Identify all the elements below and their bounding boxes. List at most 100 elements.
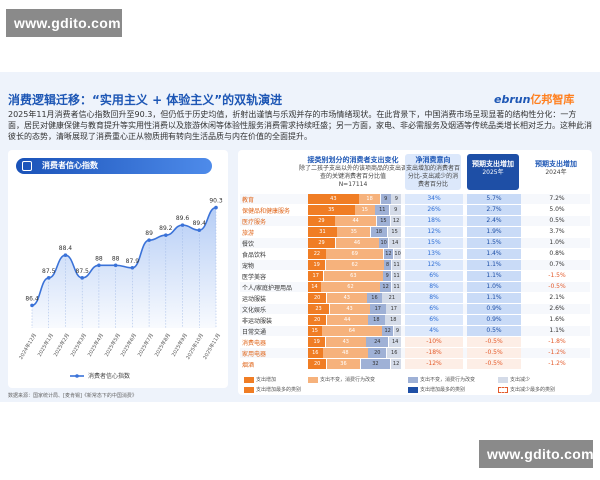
row-bar-segment: 20	[308, 293, 327, 303]
chart-icon	[22, 161, 32, 171]
table-row: 宠物 19 62 8 11 12% 1.1% 0.7%	[240, 260, 590, 270]
spending-table-panel: 接类别划分的消费者支出变化 除了二孩子支出以外的该项商品的支出调查的关键消费者百…	[238, 150, 592, 395]
row-bar-segment: 12	[382, 326, 394, 336]
row-bar-segment: 20	[368, 348, 387, 358]
row-bar-segment: 15	[376, 216, 391, 226]
row-label: 非运动服装	[242, 318, 273, 325]
table-header-2025-title: 预期支出增加	[472, 160, 514, 168]
table-row: 餐饮 29 46 10 14 15% 1.5% 1.0%	[240, 238, 590, 248]
row-bar-segment: 69	[326, 249, 384, 259]
legend-no-change-2: 支出不变，消费行为改变	[408, 376, 475, 383]
row-bar-segment: 9	[383, 271, 392, 281]
row-bar-segment: 14	[388, 337, 402, 347]
row-bar-segment: 17	[386, 304, 402, 314]
row-label: 烟酒	[242, 362, 255, 369]
row-net-intent: -10%	[405, 337, 463, 347]
table-row: 旅游 31 35 18 15 12% 1.9% 3.7%	[240, 227, 590, 237]
row-expected-2025: -0.5%	[467, 359, 521, 369]
row-net-intent: -18%	[405, 348, 463, 358]
row-expected-2025: 2.7%	[467, 205, 521, 215]
row-label: 医疗服务	[242, 219, 267, 226]
row-bar-segment: 15	[387, 227, 402, 237]
row-expected-2025: 1.1%	[467, 271, 521, 281]
row-label: 日常交通	[242, 329, 267, 336]
row-bar-segment: 15	[308, 326, 322, 336]
data-label: 89.6	[176, 215, 190, 222]
row-bar-segment: 35	[308, 205, 355, 215]
data-point	[113, 263, 118, 268]
row-expected-2024: -1.8%	[548, 338, 566, 345]
table-row: 烟酒 20 36 32 12 -12% -0.5% -1.2%	[240, 359, 590, 369]
row-expected-2024: 7.2%	[549, 195, 565, 202]
table-row: 教育 43 18 9 9 34% 5.7% 7.2%	[240, 194, 590, 204]
row-bar-segment: 12	[390, 216, 402, 226]
row-label: 消费电器	[242, 340, 267, 347]
data-label: 86.4	[25, 295, 39, 302]
row-net-intent: 34%	[405, 194, 463, 204]
data-label: 88.4	[59, 245, 73, 252]
row-bar-segment: 19	[308, 260, 326, 270]
row-label: 食品饮料	[242, 252, 267, 259]
row-net-intent: 18%	[405, 216, 463, 226]
legend-line-marker	[75, 374, 79, 378]
row-expected-2024: 3.7%	[549, 228, 565, 235]
data-point	[30, 303, 34, 308]
row-expected-2025: 1.9%	[467, 227, 521, 237]
table-header-2024: 预期支出增加 2024年	[525, 154, 587, 190]
row-bar-segment: 48	[323, 348, 368, 358]
data-point	[147, 238, 151, 242]
row-expected-2025: -0.5%	[467, 337, 521, 347]
row-net-intent: 15%	[405, 238, 463, 248]
data-label: 90.3	[209, 198, 223, 205]
row-bar-segment: 24	[366, 337, 389, 347]
data-label: 87.5	[76, 268, 90, 275]
row-net-intent: 8%	[405, 293, 463, 303]
row-bar-segment: 23	[308, 304, 330, 314]
line-area	[32, 207, 216, 328]
row-bar-segment: 43	[325, 337, 366, 347]
row-bar-segment: 11	[375, 205, 390, 215]
row-net-intent: 4%	[405, 326, 463, 336]
row-expected-2024: 1.1%	[549, 327, 565, 334]
row-bar-segment: 10	[393, 249, 402, 259]
data-label: 89.2	[159, 225, 173, 232]
row-bar-segment: 16	[386, 348, 402, 358]
row-expected-2025: 1.4%	[467, 249, 521, 259]
row-expected-2024: 0.7%	[549, 261, 565, 268]
table-row: 保健品和健康服务 35 15 11 9 26% 2.7% 5.0%	[240, 205, 590, 215]
data-label: 87.5	[42, 268, 56, 275]
data-point	[80, 276, 84, 280]
row-net-intent: 26%	[405, 205, 463, 215]
row-label: 宠物	[242, 263, 255, 270]
row-bar-segment: 12	[383, 249, 394, 259]
row-net-intent: 8%	[405, 282, 463, 292]
row-bar-segment: 21	[382, 293, 402, 303]
row-bar-segment: 9	[380, 194, 391, 204]
row-expected-2024: 0.5%	[549, 217, 565, 224]
table-header-left-n: N=17114	[338, 181, 368, 188]
legend-top-increase-blue: 支出增加最多的类别	[408, 386, 465, 393]
row-expected-2025: 1.1%	[467, 293, 521, 303]
table-row: 个人/家庭护理用品 14 62 12 11 8% 1.0% -0.5%	[240, 282, 590, 292]
legend-top-decrease: 支出减少最多的类别	[498, 386, 555, 393]
row-bar-segment: 11	[391, 282, 402, 292]
row-net-intent: 12%	[405, 227, 463, 237]
row-net-intent: 13%	[405, 249, 463, 259]
row-bar-segment: 16	[308, 348, 323, 358]
row-bar-segment: 44	[335, 216, 377, 226]
data-label: 88	[112, 255, 120, 262]
row-expected-2024: 2.6%	[549, 305, 565, 312]
row-bar-segment: 14	[388, 238, 402, 248]
table-row: 食品饮料 22 69 12 10 13% 1.4% 0.8%	[240, 249, 590, 259]
legend-top-increase: 支出增加最多的类别	[244, 386, 301, 393]
data-point	[130, 265, 135, 270]
row-net-intent: 6%	[405, 315, 463, 325]
row-bar-segment: 15	[355, 205, 375, 215]
row-expected-2024: 5.0%	[549, 206, 565, 213]
brand-logo: ebrun亿邦智库	[494, 91, 574, 107]
row-label: 餐饮	[242, 241, 255, 248]
table-header-2025: 预期支出增加 2025年	[467, 154, 519, 190]
row-expected-2025: 1.5%	[467, 238, 521, 248]
row-bar-segment: 62	[321, 282, 380, 292]
page-title: 消费逻辑迁移：“实用主义 + 体验主义”的双轨演进	[8, 93, 283, 107]
